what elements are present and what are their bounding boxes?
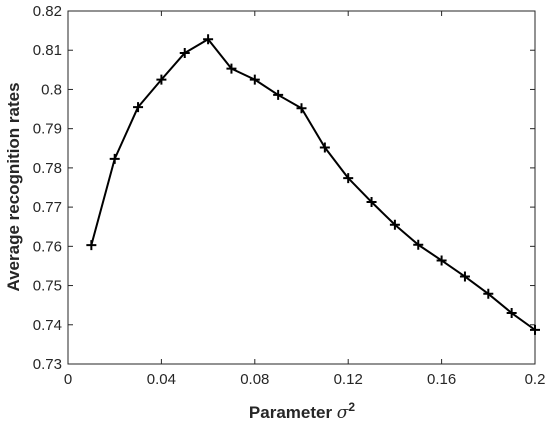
x-tick-label: 0.2 xyxy=(525,371,546,388)
y-axis-title: Average recognition rates xyxy=(4,82,23,291)
data-point-marker xyxy=(436,255,447,266)
y-tick-label: 0.8 xyxy=(41,81,62,98)
data-point-marker xyxy=(530,324,540,335)
data-point-marker xyxy=(296,103,307,114)
series-line xyxy=(90,38,536,331)
x-axis-title: Parameter σ2 xyxy=(249,400,356,423)
y-tick-label: 0.78 xyxy=(33,160,62,177)
axes-box xyxy=(67,10,536,365)
y-tick-label: 0.82 xyxy=(33,3,62,20)
x-tick-label: 0.16 xyxy=(427,371,456,388)
y-tick-label: 0.75 xyxy=(33,278,62,295)
data-point-marker xyxy=(389,219,400,230)
data-point-marker xyxy=(366,197,377,208)
y-tick-label: 0.76 xyxy=(33,238,62,255)
x-tick-label: 0 xyxy=(64,371,72,388)
data-point-marker xyxy=(319,142,330,153)
x-tick-label: 0.08 xyxy=(240,371,269,388)
y-tick-label: 0.77 xyxy=(33,199,62,216)
data-point-marker xyxy=(249,74,260,85)
data-point-marker xyxy=(343,173,354,184)
data-point-marker xyxy=(109,153,120,164)
data-point-marker xyxy=(156,74,167,85)
y-tick-label: 0.81 xyxy=(33,42,62,59)
x-tick-label: 0.04 xyxy=(147,371,176,388)
y-tick-label: 0.79 xyxy=(33,121,62,138)
data-point-marker xyxy=(459,271,470,282)
data-point-marker xyxy=(413,239,424,250)
data-point-marker xyxy=(506,308,517,319)
y-tick-label: 0.73 xyxy=(33,356,62,373)
data-point-marker xyxy=(273,89,284,100)
x-axis-title-text: Parameter σ xyxy=(249,403,349,423)
x-axis-title-superscript: 2 xyxy=(348,400,355,414)
data-point-marker xyxy=(483,288,494,299)
data-point-marker xyxy=(226,63,237,74)
y-tick-label: 0.74 xyxy=(33,317,62,334)
data-point-marker xyxy=(203,34,214,45)
x-tick-label: 0.12 xyxy=(334,371,363,388)
data-point-marker xyxy=(133,102,144,113)
data-point-marker xyxy=(179,47,190,58)
plot-area: 0 0.04 0.08 0.12 0.16 0.2 0.73 0.74 0.75 0.76 0.77… xyxy=(33,3,546,388)
data-point-marker xyxy=(86,240,97,251)
